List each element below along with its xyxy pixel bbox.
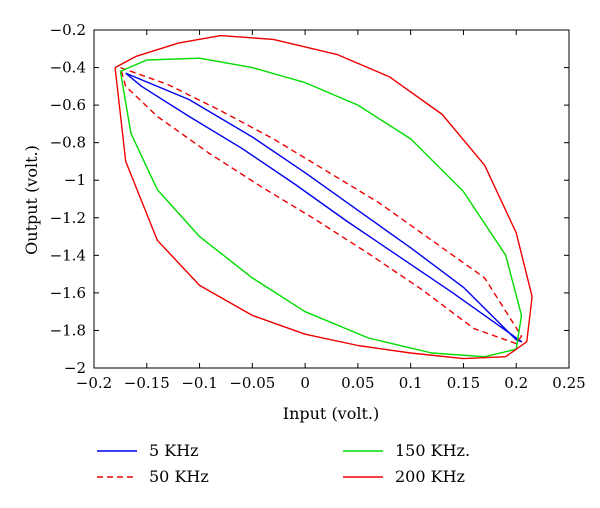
- y-tick-label: −1.2: [50, 209, 86, 227]
- x-tick-label: 0.1: [399, 374, 423, 392]
- x-tick-label: −0.15: [124, 374, 170, 392]
- series-line-4: [114, 34, 533, 360]
- x-tick-label: −0.2: [76, 374, 112, 392]
- series-line-1: [125, 72, 523, 343]
- y-tick-label: −1.6: [50, 284, 86, 302]
- x-tick-label: 0.05: [341, 374, 374, 392]
- y-tick-label: −2: [64, 359, 86, 377]
- x-tick-label: 0.2: [504, 374, 528, 392]
- ticks-layer: −0.2 −0.15 −0.1 −0.05 0 0.05 0.1 0.15 0.2 0.25 −0.…: [50, 21, 586, 392]
- y-tick-label: −1.4: [50, 246, 86, 264]
- series-line-3: [119, 57, 523, 358]
- legend-label: 200 KHz: [395, 467, 465, 486]
- y-tick-label: −1: [64, 171, 86, 189]
- y-axis-label: Output (volt.): [22, 145, 41, 255]
- legend-label: 5 KHz: [149, 441, 199, 460]
- series-line-2: [119, 66, 523, 345]
- plot-frame: [93, 29, 570, 369]
- x-tick-label: −0.05: [229, 374, 275, 392]
- y-tick-label: −0.8: [50, 134, 86, 152]
- series-layer: [114, 34, 533, 360]
- legend-label: 50 KHz: [149, 467, 209, 486]
- y-tick-label: −0.4: [50, 59, 86, 77]
- x-tick-label: −0.1: [181, 374, 217, 392]
- x-axis-label: Input (volt.): [283, 404, 379, 423]
- x-tick-label: 0.15: [447, 374, 480, 392]
- x-tick-label: 0.25: [552, 374, 585, 392]
- x-tick-label: 0: [300, 374, 310, 392]
- y-tick-label: −0.6: [50, 96, 86, 114]
- legend: 5 KHz 50 KHz 150 KHz. 200 KHz: [97, 441, 470, 486]
- y-tick-label: −0.2: [50, 21, 86, 39]
- y-tick-label: −1.8: [50, 321, 86, 339]
- legend-label: 150 KHz.: [395, 441, 470, 460]
